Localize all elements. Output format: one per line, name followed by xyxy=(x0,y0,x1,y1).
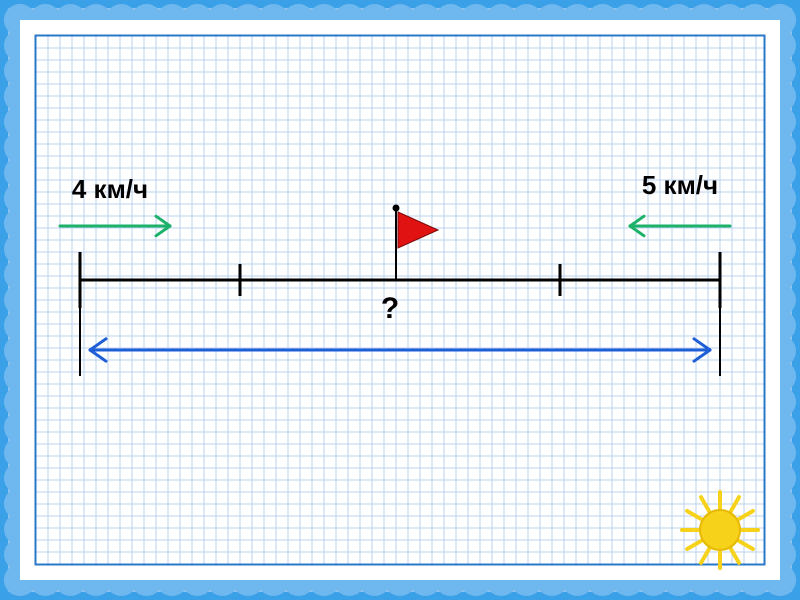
diagram-canvas: 4 км/ч 5 км/ч? xyxy=(0,0,800,600)
slide-frame: 4 км/ч 5 км/ч? xyxy=(0,0,800,600)
label-right-speed: 5 км/ч xyxy=(642,170,718,200)
label-left-speed: 4 км/ч xyxy=(72,174,148,204)
label-question: ? xyxy=(381,292,399,325)
